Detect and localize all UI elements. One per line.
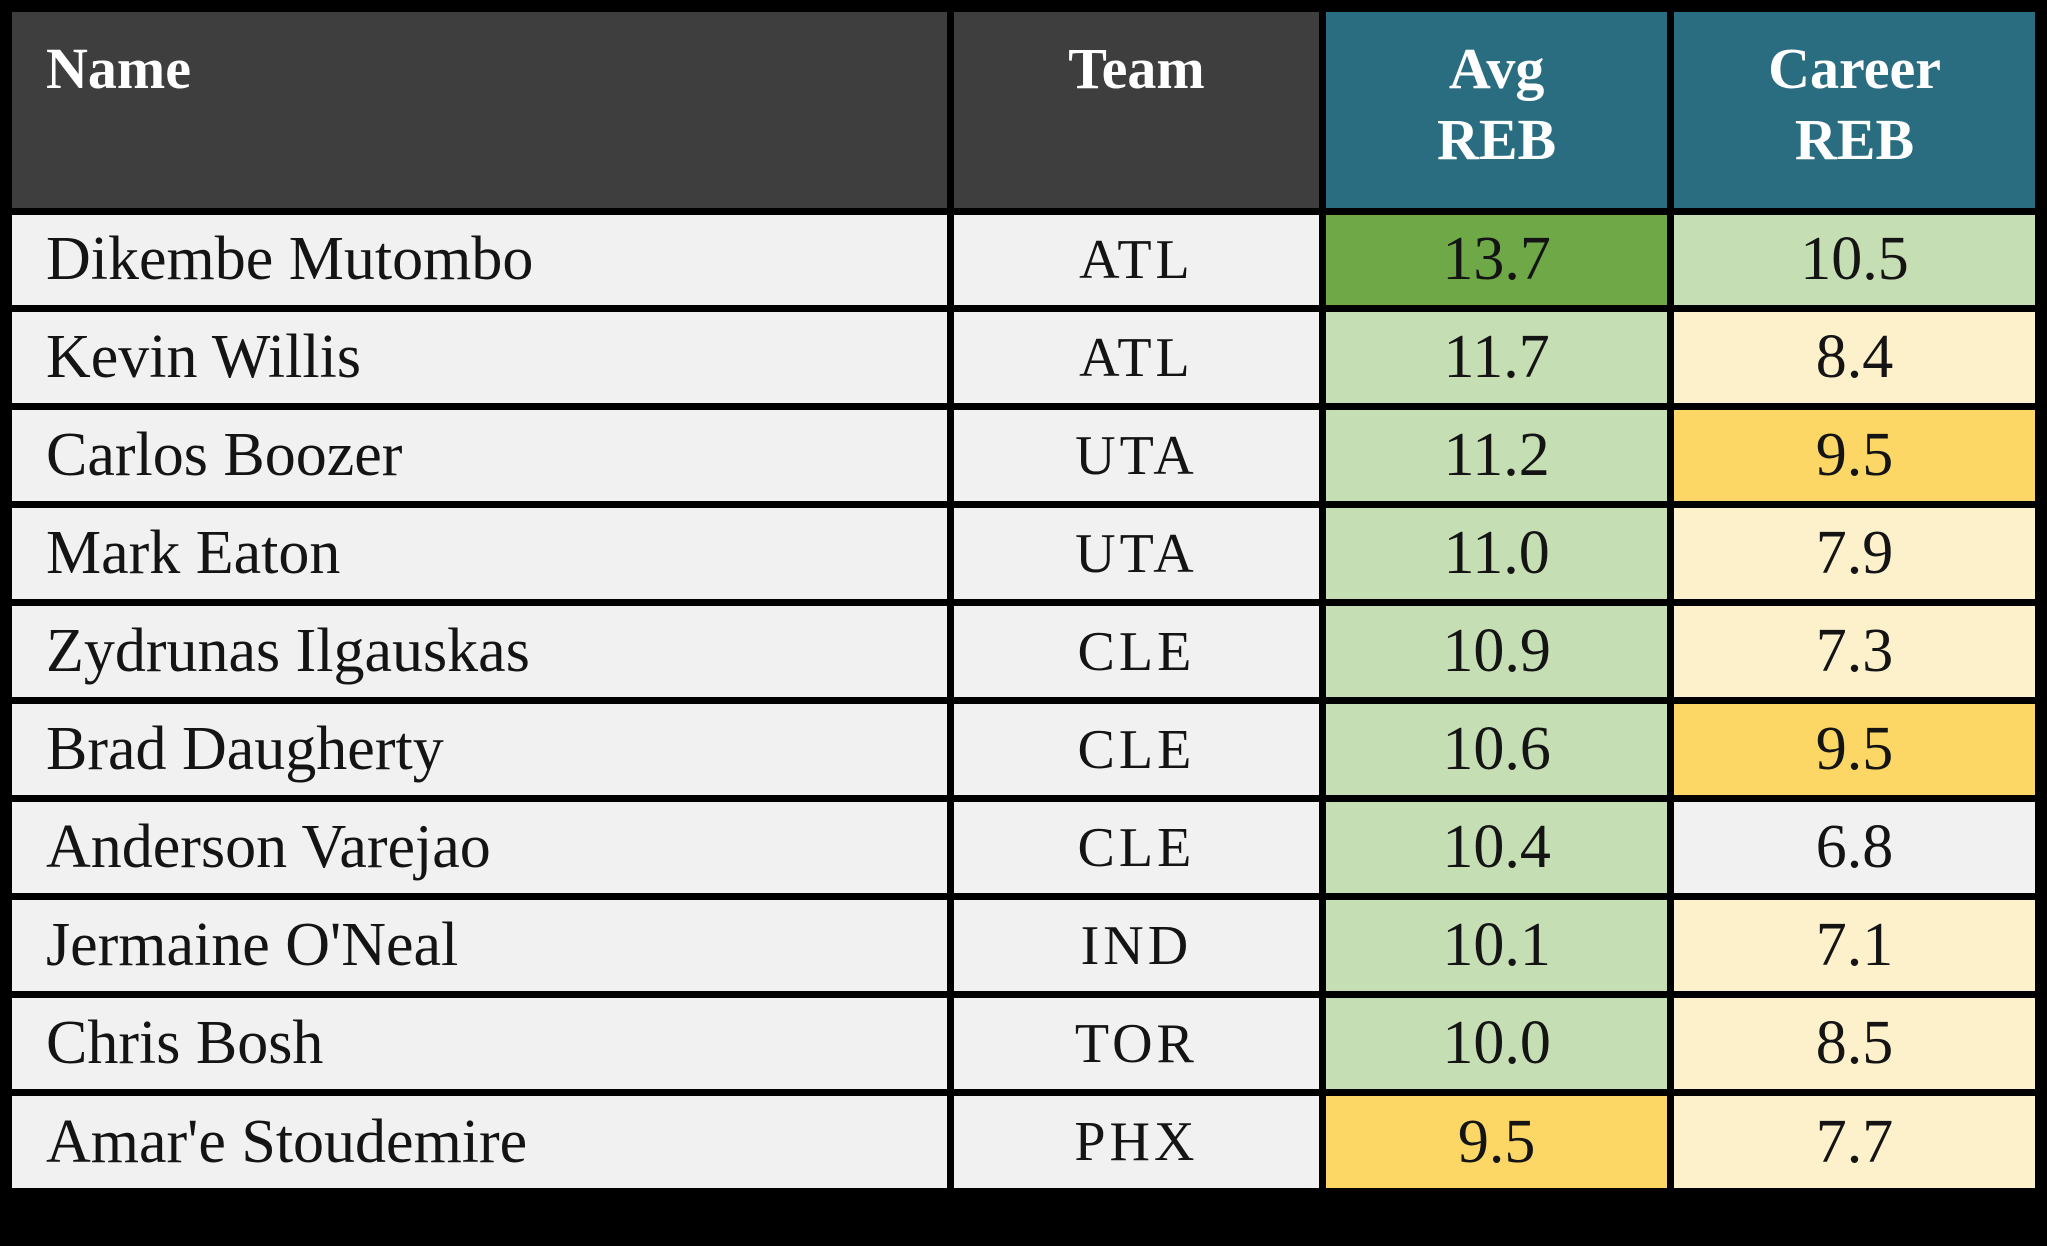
- avg-reb-cell: 10.9: [1319, 599, 1675, 705]
- career-reb-cell: 8.5: [1667, 991, 2045, 1097]
- team-cell: ATL: [946, 305, 1327, 411]
- table-row: Mark Eaton UTA 11.0 7.9: [2, 501, 2045, 607]
- career-reb-cell: 8.4: [1667, 305, 2045, 411]
- career-reb-cell: 7.7: [1667, 1089, 2045, 1198]
- team-cell: TOR: [946, 991, 1327, 1097]
- table-row: Brad Daugherty CLE 10.6 9.5: [2, 697, 2045, 803]
- table-row: Dikembe Mutombo ATL 13.7 10.5: [2, 207, 2045, 313]
- column-header-career-reb: Career REB: [1667, 2, 2045, 215]
- table-row: Anderson Varejao CLE 10.4 6.8: [2, 795, 2045, 901]
- career-reb-cell: 6.8: [1667, 795, 2045, 901]
- career-reb-cell: 10.5: [1667, 207, 2045, 313]
- avg-reb-cell: 10.4: [1319, 795, 1675, 901]
- team-cell: IND: [946, 893, 1327, 999]
- header-row: Name Team Avg REB Career REB: [2, 2, 2045, 215]
- team-cell: ATL: [946, 207, 1327, 313]
- team-cell: UTA: [946, 403, 1327, 509]
- column-header-avg-reb: Avg REB: [1319, 2, 1675, 215]
- avg-reb-cell: 9.5: [1319, 1089, 1675, 1198]
- team-cell: CLE: [946, 599, 1327, 705]
- player-name-cell: Brad Daugherty: [2, 697, 954, 803]
- player-name-cell: Kevin Willis: [2, 305, 954, 411]
- career-reb-cell: 9.5: [1667, 697, 2045, 803]
- avg-reb-cell: 11.2: [1319, 403, 1675, 509]
- team-cell: UTA: [946, 501, 1327, 607]
- column-header-name: Name: [2, 2, 954, 215]
- player-name-cell: Anderson Varejao: [2, 795, 954, 901]
- avg-reb-cell: 10.1: [1319, 893, 1675, 999]
- avg-reb-cell: 11.0: [1319, 501, 1675, 607]
- team-cell: CLE: [946, 795, 1327, 901]
- table-row: Jermaine O'Neal IND 10.1 7.1: [2, 893, 2045, 999]
- avg-reb-cell: 10.0: [1319, 991, 1675, 1097]
- career-reb-cell: 7.1: [1667, 893, 2045, 999]
- table-row: Carlos Boozer UTA 11.2 9.5: [2, 403, 2045, 509]
- rebounds-table: Name Team Avg REB Career REB Dikembe Mut…: [0, 0, 2047, 1200]
- team-cell: CLE: [946, 697, 1327, 803]
- career-reb-cell: 7.9: [1667, 501, 2045, 607]
- team-cell: PHX: [946, 1089, 1327, 1198]
- player-name-cell: Carlos Boozer: [2, 403, 954, 509]
- table-row: Chris Bosh TOR 10.0 8.5: [2, 991, 2045, 1097]
- table-row: Amar'e Stoudemire PHX 9.5 7.7: [2, 1089, 2045, 1198]
- player-name-cell: Amar'e Stoudemire: [2, 1089, 954, 1198]
- player-name-cell: Mark Eaton: [2, 501, 954, 607]
- table-row: Zydrunas Ilgauskas CLE 10.9 7.3: [2, 599, 2045, 705]
- player-name-cell: Chris Bosh: [2, 991, 954, 1097]
- column-header-team: Team: [946, 2, 1327, 215]
- career-reb-cell: 9.5: [1667, 403, 2045, 509]
- player-name-cell: Dikembe Mutombo: [2, 207, 954, 313]
- avg-reb-cell: 13.7: [1319, 207, 1675, 313]
- player-name-cell: Zydrunas Ilgauskas: [2, 599, 954, 705]
- avg-reb-cell: 10.6: [1319, 697, 1675, 803]
- table-row: Kevin Willis ATL 11.7 8.4: [2, 305, 2045, 411]
- career-reb-cell: 7.3: [1667, 599, 2045, 705]
- avg-reb-cell: 11.7: [1319, 305, 1675, 411]
- player-name-cell: Jermaine O'Neal: [2, 893, 954, 999]
